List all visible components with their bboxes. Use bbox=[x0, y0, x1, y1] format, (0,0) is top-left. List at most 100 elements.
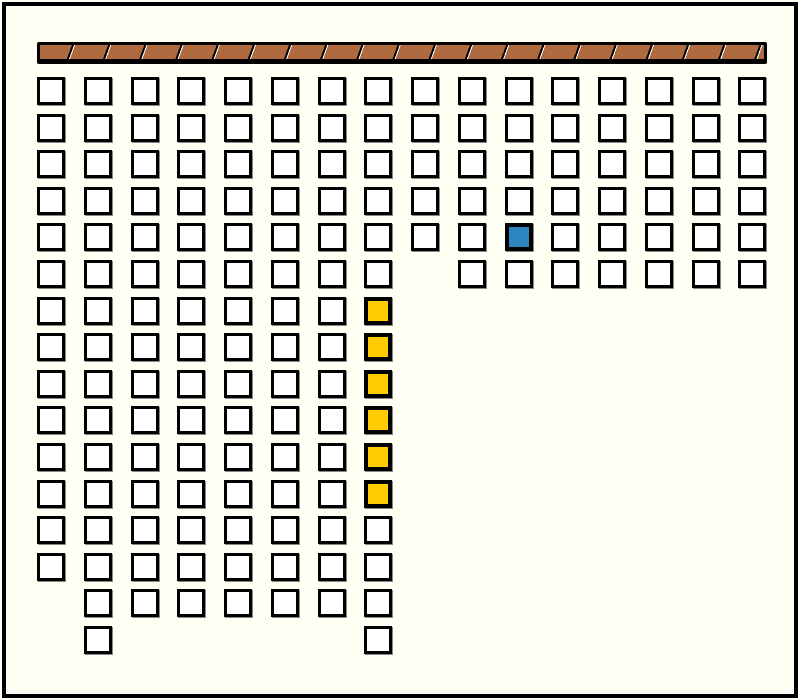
cell[interactable] bbox=[224, 333, 252, 361]
cell[interactable] bbox=[411, 223, 439, 251]
cell[interactable] bbox=[224, 480, 252, 508]
cell[interactable] bbox=[318, 223, 346, 251]
cell[interactable] bbox=[551, 260, 579, 288]
cell[interactable] bbox=[84, 260, 112, 288]
cell[interactable] bbox=[692, 150, 720, 178]
cell[interactable] bbox=[271, 297, 299, 325]
cell[interactable] bbox=[177, 297, 205, 325]
cell[interactable] bbox=[271, 443, 299, 471]
cell[interactable] bbox=[177, 370, 205, 398]
cell[interactable] bbox=[131, 150, 159, 178]
cell[interactable] bbox=[177, 150, 205, 178]
cell[interactable] bbox=[364, 626, 392, 654]
cell[interactable] bbox=[84, 187, 112, 215]
cell[interactable] bbox=[318, 150, 346, 178]
cell[interactable] bbox=[318, 187, 346, 215]
cell[interactable] bbox=[364, 516, 392, 544]
cell[interactable] bbox=[411, 114, 439, 142]
cell[interactable] bbox=[84, 480, 112, 508]
cell[interactable] bbox=[84, 333, 112, 361]
highlighted-cell[interactable] bbox=[364, 370, 392, 398]
cell[interactable] bbox=[224, 260, 252, 288]
cell[interactable] bbox=[84, 553, 112, 581]
cell[interactable] bbox=[131, 77, 159, 105]
cell[interactable] bbox=[177, 443, 205, 471]
cell[interactable] bbox=[364, 150, 392, 178]
cell[interactable] bbox=[37, 187, 65, 215]
cell[interactable] bbox=[458, 77, 486, 105]
cell[interactable] bbox=[505, 150, 533, 178]
cell[interactable] bbox=[458, 260, 486, 288]
cell[interactable] bbox=[271, 589, 299, 617]
cell[interactable] bbox=[505, 187, 533, 215]
cell[interactable] bbox=[738, 223, 766, 251]
cell[interactable] bbox=[364, 553, 392, 581]
cell[interactable] bbox=[131, 480, 159, 508]
cell[interactable] bbox=[177, 77, 205, 105]
cell[interactable] bbox=[458, 223, 486, 251]
cell[interactable] bbox=[271, 333, 299, 361]
cell[interactable] bbox=[271, 516, 299, 544]
cell[interactable] bbox=[84, 406, 112, 434]
cell[interactable] bbox=[318, 553, 346, 581]
cell[interactable] bbox=[37, 553, 65, 581]
cell[interactable] bbox=[177, 333, 205, 361]
cell[interactable] bbox=[738, 187, 766, 215]
cell[interactable] bbox=[131, 443, 159, 471]
cell[interactable] bbox=[645, 260, 673, 288]
cell[interactable] bbox=[364, 589, 392, 617]
cell[interactable] bbox=[37, 370, 65, 398]
cell[interactable] bbox=[131, 589, 159, 617]
cell[interactable] bbox=[177, 516, 205, 544]
cell[interactable] bbox=[84, 589, 112, 617]
cell[interactable] bbox=[177, 589, 205, 617]
cell[interactable] bbox=[271, 223, 299, 251]
cell[interactable] bbox=[177, 553, 205, 581]
cell[interactable] bbox=[84, 150, 112, 178]
cell[interactable] bbox=[37, 297, 65, 325]
cell[interactable] bbox=[645, 187, 673, 215]
cell[interactable] bbox=[364, 187, 392, 215]
cell[interactable] bbox=[37, 114, 65, 142]
cell[interactable] bbox=[318, 406, 346, 434]
cell[interactable] bbox=[177, 480, 205, 508]
cell[interactable] bbox=[84, 77, 112, 105]
cell[interactable] bbox=[84, 223, 112, 251]
cell[interactable] bbox=[411, 150, 439, 178]
cell[interactable] bbox=[224, 77, 252, 105]
cell[interactable] bbox=[37, 260, 65, 288]
cell[interactable] bbox=[131, 406, 159, 434]
cell[interactable] bbox=[551, 114, 579, 142]
highlighted-cell[interactable] bbox=[364, 443, 392, 471]
cell[interactable] bbox=[37, 77, 65, 105]
cell[interactable] bbox=[84, 626, 112, 654]
cell[interactable] bbox=[131, 114, 159, 142]
cell[interactable] bbox=[224, 370, 252, 398]
cell[interactable] bbox=[271, 370, 299, 398]
cell[interactable] bbox=[318, 333, 346, 361]
cell[interactable] bbox=[364, 223, 392, 251]
cell[interactable] bbox=[411, 187, 439, 215]
cell[interactable] bbox=[224, 187, 252, 215]
cell[interactable] bbox=[318, 297, 346, 325]
cell[interactable] bbox=[692, 223, 720, 251]
cell[interactable] bbox=[271, 77, 299, 105]
cell[interactable] bbox=[318, 589, 346, 617]
cell[interactable] bbox=[598, 260, 626, 288]
cell[interactable] bbox=[458, 114, 486, 142]
cell[interactable] bbox=[645, 223, 673, 251]
cell[interactable] bbox=[458, 150, 486, 178]
cell[interactable] bbox=[177, 406, 205, 434]
cell[interactable] bbox=[318, 77, 346, 105]
cell[interactable] bbox=[84, 443, 112, 471]
cell[interactable] bbox=[551, 150, 579, 178]
cell[interactable] bbox=[224, 443, 252, 471]
cell[interactable] bbox=[598, 187, 626, 215]
cell[interactable] bbox=[364, 260, 392, 288]
cell[interactable] bbox=[37, 223, 65, 251]
cell[interactable] bbox=[505, 260, 533, 288]
cell[interactable] bbox=[131, 553, 159, 581]
highlighted-cell[interactable] bbox=[364, 480, 392, 508]
cell[interactable] bbox=[224, 406, 252, 434]
cell[interactable] bbox=[645, 77, 673, 105]
